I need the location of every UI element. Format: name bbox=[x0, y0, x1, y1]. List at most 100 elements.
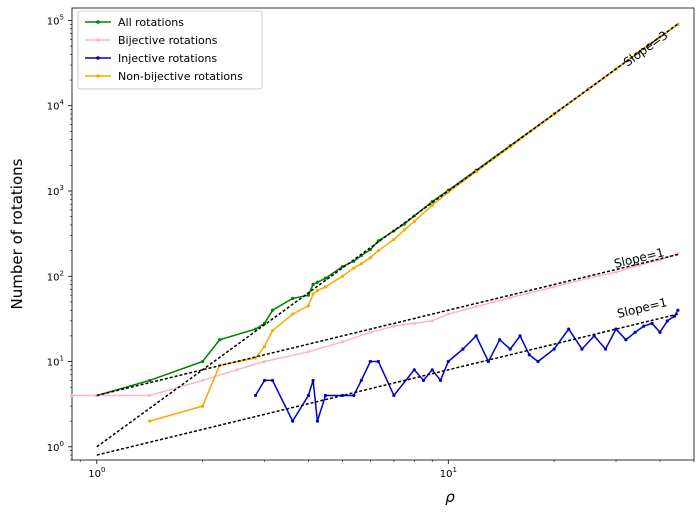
y-tick-label-3: 103 bbox=[47, 184, 64, 198]
legend-swatch-marker bbox=[96, 20, 100, 24]
data-point bbox=[352, 393, 356, 398]
data-point bbox=[392, 237, 396, 242]
data-point bbox=[412, 219, 416, 223]
data-point bbox=[650, 321, 654, 325]
legend-label: Injective rotations bbox=[118, 52, 217, 65]
data-point bbox=[201, 359, 205, 364]
x-tick-label-1: 101 bbox=[440, 466, 457, 480]
data-point bbox=[201, 378, 205, 383]
data-point bbox=[430, 203, 434, 207]
data-point bbox=[392, 393, 396, 398]
data-point bbox=[430, 368, 434, 372]
data-point bbox=[446, 312, 450, 316]
data-point bbox=[315, 288, 320, 293]
x-axis-label: ρ bbox=[445, 488, 455, 506]
data-point bbox=[376, 359, 380, 364]
data-point bbox=[218, 338, 222, 342]
data-point bbox=[311, 292, 315, 296]
legend-items: All rotations Bijective rotations Injectiv… bbox=[85, 16, 243, 83]
data-point bbox=[474, 334, 478, 338]
data-point bbox=[552, 285, 556, 289]
data-point bbox=[359, 262, 363, 266]
y-tick-label-0: 100 bbox=[47, 440, 64, 454]
data-point bbox=[306, 350, 311, 354]
data-point bbox=[518, 334, 522, 338]
data-point bbox=[580, 347, 584, 351]
data-point bbox=[359, 378, 363, 383]
data-point bbox=[508, 296, 512, 300]
legend-swatch-marker bbox=[96, 38, 100, 42]
data-point bbox=[586, 276, 590, 280]
legend-label: All rotations bbox=[118, 16, 184, 29]
data-point bbox=[412, 321, 416, 325]
data-point bbox=[270, 308, 275, 312]
data-point bbox=[340, 340, 345, 344]
data-point bbox=[262, 378, 267, 383]
data-point bbox=[633, 330, 637, 334]
data-point bbox=[148, 419, 152, 423]
data-point bbox=[315, 280, 320, 284]
data-point bbox=[315, 419, 320, 423]
data-point bbox=[421, 378, 426, 383]
data-point bbox=[368, 256, 372, 260]
data-point bbox=[262, 344, 267, 349]
x-tick-label-0: 100 bbox=[88, 466, 105, 480]
data-point bbox=[376, 248, 380, 253]
y-axis-label: Number of rotations bbox=[8, 158, 26, 309]
legend-label: Non-bijective rotations bbox=[118, 70, 243, 83]
data-point bbox=[368, 359, 372, 364]
y-tick-label-2: 102 bbox=[47, 269, 64, 283]
data-point bbox=[603, 347, 608, 351]
data-point bbox=[291, 296, 295, 300]
data-point bbox=[508, 347, 512, 351]
series-1 bbox=[70, 251, 680, 398]
data-point bbox=[148, 378, 152, 383]
data-point bbox=[253, 393, 258, 398]
series-2 bbox=[253, 308, 680, 423]
data-point bbox=[235, 368, 239, 372]
data-point bbox=[665, 319, 669, 323]
legend: All rotations Bijective rotations Injectiv… bbox=[77, 10, 263, 90]
data-point bbox=[306, 293, 311, 297]
data-point bbox=[474, 305, 478, 309]
legend-swatch-marker bbox=[96, 56, 100, 60]
y-tick-label-5: 105 bbox=[47, 13, 64, 27]
data-point bbox=[262, 321, 267, 325]
data-point bbox=[527, 353, 531, 357]
y-axis-ticks: 100 101 102 103 104 105 bbox=[47, 13, 72, 461]
data-point bbox=[311, 378, 315, 383]
data-point bbox=[392, 324, 396, 328]
data-point bbox=[624, 338, 628, 342]
data-point bbox=[498, 338, 502, 342]
data-point bbox=[262, 359, 267, 364]
data-point bbox=[148, 393, 152, 398]
data-point bbox=[291, 312, 295, 316]
data-point bbox=[438, 378, 443, 383]
data-point bbox=[291, 419, 295, 423]
data-point bbox=[306, 304, 311, 308]
data-point bbox=[474, 170, 478, 174]
data-point bbox=[352, 266, 356, 270]
legend-swatch-marker bbox=[96, 74, 100, 78]
data-point bbox=[323, 393, 328, 398]
data-point bbox=[676, 308, 680, 312]
data-point bbox=[567, 327, 571, 331]
data-point bbox=[536, 359, 540, 364]
data-point bbox=[311, 282, 315, 287]
data-point bbox=[201, 404, 205, 408]
legend-box bbox=[77, 10, 263, 90]
data-point bbox=[270, 329, 275, 333]
data-point bbox=[306, 393, 311, 398]
data-point bbox=[552, 347, 556, 351]
y-tick-label-1: 101 bbox=[47, 355, 64, 369]
data-point bbox=[340, 264, 345, 269]
data-point bbox=[270, 378, 275, 383]
data-point bbox=[323, 276, 328, 280]
series-3 bbox=[148, 22, 680, 423]
legend-label: Bijective rotations bbox=[118, 34, 218, 47]
data-point bbox=[658, 330, 662, 334]
data-point bbox=[402, 228, 406, 232]
data-point bbox=[430, 319, 434, 323]
data-point bbox=[461, 347, 465, 351]
